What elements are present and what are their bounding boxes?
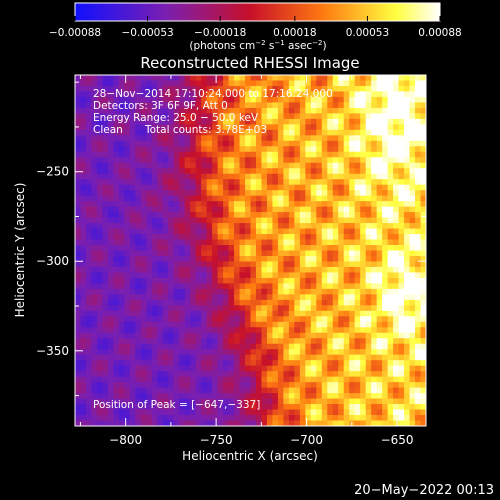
y-tick-label: −250: [36, 165, 69, 179]
annotation-time-range: 28−Nov−2014 17:10:24.000 to 17:16:24.000: [93, 88, 333, 100]
colorbar-gradient: [75, 3, 440, 21]
x-tick-labels: −800 −750 −700 −650: [109, 433, 413, 447]
colorbar-ticks: [74, 16, 441, 21]
footer-date: 20−May−2022 00:13: [354, 483, 494, 498]
annotation-detectors: Detectors: 3F 6F 9F, Att 0: [93, 100, 228, 112]
x-tick-label: −650: [381, 433, 414, 447]
annotation-clean: Clean: [93, 124, 123, 136]
colorbar-tick-labels: −0.00088 −0.00053 −0.00018 0.00018 0.00053 0.…: [49, 27, 462, 39]
axis-ticks: [75, 75, 426, 426]
heatmap-image: [75, 75, 426, 426]
y-tick-label: −350: [36, 344, 69, 358]
colorbar-frame: [74, 2, 441, 22]
annotation-peak-position: Position of Peak = [−647,−337]: [93, 399, 260, 411]
colorbar-tick-label: 0.00053: [346, 27, 389, 39]
annotation-energy-range: Energy Range: 25.0 − 50.0 keV: [93, 112, 259, 124]
x-tick-label: −800: [109, 433, 142, 447]
x-tick-label: −700: [290, 433, 323, 447]
y-axis-label: Heliocentric Y (arcsec): [13, 183, 27, 318]
colorbar-tick-label: −0.00088: [49, 27, 101, 39]
chart-title: Reconstructed RHESSI Image: [140, 54, 359, 72]
colorbar-tick-label: 0.00088: [418, 27, 461, 39]
colorbar-tick-label: −0.00053: [121, 27, 173, 39]
x-tick-label: −750: [200, 433, 233, 447]
y-tick-label: −300: [36, 254, 69, 268]
y-tick-labels: −350 −300 −250: [36, 165, 69, 358]
plot-frame: [74, 74, 427, 427]
colorbar-unit-label: (photons cm−2 s−1 asec−2): [189, 39, 326, 52]
x-axis-label: Heliocentric X (arcsec): [182, 449, 318, 463]
colorbar-tick-label: −0.00018: [194, 27, 246, 39]
colorbar-tick-label: 0.00018: [273, 27, 316, 39]
annotation-total-counts: Total counts: 3.78E+03: [144, 124, 267, 136]
